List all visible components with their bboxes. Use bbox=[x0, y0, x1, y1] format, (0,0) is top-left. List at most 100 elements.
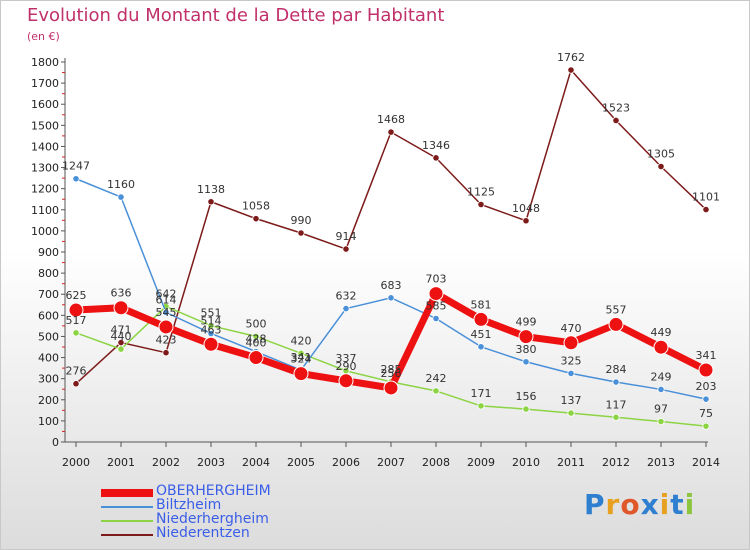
data-point-niederhergheim bbox=[567, 409, 575, 417]
y-tick-label: 1700 bbox=[31, 77, 59, 90]
data-label-biltzheim: 341 bbox=[291, 351, 312, 364]
data-point-niederentzen bbox=[477, 200, 485, 209]
data-label-biltzheim: 380 bbox=[516, 343, 537, 356]
logo-letter: P bbox=[584, 488, 606, 521]
data-label-niederentzen: 1048 bbox=[512, 202, 540, 215]
y-tick-label: 1300 bbox=[31, 162, 59, 175]
y-tick-label: 1600 bbox=[31, 98, 59, 111]
data-labels-layer: 276 471 423 1138 1058 990 914 1468 1346 1125 1048 1… bbox=[62, 51, 720, 420]
data-point-niederhergheim bbox=[612, 413, 620, 421]
data-label-niederhergheim: 517 bbox=[66, 314, 87, 327]
data-point-biltzheim bbox=[72, 175, 80, 183]
x-tick-label: 2009 bbox=[467, 456, 495, 469]
data-point-oberhergheim bbox=[158, 319, 174, 335]
data-point-niederentzen bbox=[387, 128, 395, 136]
data-label-niederentzen: 1523 bbox=[602, 101, 630, 114]
data-label-niederentzen: 1762 bbox=[557, 51, 585, 64]
legend-label-niederhergheim: Niederhergheim bbox=[156, 511, 269, 527]
data-label-niederhergheim: 156 bbox=[516, 390, 537, 403]
data-label-oberhergheim: 449 bbox=[651, 326, 672, 339]
legend-label-biltzheim: Biltzheim bbox=[156, 497, 222, 513]
data-point-niederentzen bbox=[612, 116, 620, 125]
data-label-niederentzen: 990 bbox=[291, 214, 312, 227]
data-label-biltzheim: 683 bbox=[381, 279, 402, 292]
data-label-biltzheim: 203 bbox=[696, 380, 717, 393]
y-tick-label: 100 bbox=[38, 415, 59, 428]
logo-letter: t bbox=[670, 488, 685, 521]
data-point-niederhergheim bbox=[477, 402, 485, 410]
data-point-oberhergheim bbox=[608, 316, 624, 332]
x-tick-label: 2007 bbox=[377, 456, 405, 469]
data-label-oberhergheim: 400 bbox=[246, 337, 267, 350]
data-label-biltzheim: 325 bbox=[561, 354, 582, 367]
x-tick-label: 2001 bbox=[107, 456, 135, 469]
y-tick-label: 1000 bbox=[31, 225, 59, 238]
data-label-oberhergheim: 341 bbox=[696, 349, 717, 362]
legend-item-niederentzen: Niederentzen bbox=[101, 525, 401, 541]
y-tick-label: 1500 bbox=[31, 119, 59, 132]
data-point-oberhergheim bbox=[338, 373, 354, 389]
logo-letter: x bbox=[640, 488, 660, 521]
data-point-niederhergheim bbox=[702, 422, 710, 430]
y-tick-label: 800 bbox=[38, 267, 59, 280]
data-label-niederhergheim: 137 bbox=[561, 394, 582, 407]
logo-letter: i bbox=[659, 488, 671, 521]
data-point-niederhergheim bbox=[207, 322, 215, 330]
data-label-niederhergheim: 285 bbox=[381, 363, 402, 376]
data-point-niederhergheim bbox=[297, 349, 305, 357]
legend-swatch-niederentzen bbox=[101, 534, 153, 536]
logo-letter: o bbox=[620, 488, 641, 521]
data-point-oberhergheim bbox=[248, 350, 264, 366]
legend-item-biltzheim: Biltzheim bbox=[101, 497, 401, 513]
data-label-biltzheim: 428 bbox=[246, 333, 267, 346]
data-point-niederentzen bbox=[342, 245, 350, 253]
data-point-niederentzen bbox=[162, 349, 170, 357]
data-label-oberhergheim: 625 bbox=[66, 289, 87, 302]
data-point-oberhergheim bbox=[473, 311, 489, 327]
data-label-niederhergheim: 117 bbox=[606, 398, 627, 411]
x-tick-label: 2013 bbox=[647, 456, 675, 469]
data-label-oberhergheim: 470 bbox=[561, 322, 582, 335]
x-tick-label: 2002 bbox=[152, 456, 180, 469]
series-oberhergheim bbox=[68, 286, 714, 396]
data-point-biltzheim bbox=[432, 314, 440, 323]
data-point-biltzheim bbox=[342, 304, 350, 313]
proxiti-logo: Proxiti bbox=[584, 488, 695, 521]
data-label-oberhergheim: 499 bbox=[516, 316, 537, 329]
data-point-biltzheim bbox=[387, 294, 395, 302]
x-tick-label: 2003 bbox=[197, 456, 225, 469]
data-label-niederentzen: 1058 bbox=[242, 200, 270, 213]
data-point-niederhergheim bbox=[252, 332, 260, 341]
y-tick-label: 1200 bbox=[31, 183, 59, 196]
x-tick-label: 2000 bbox=[62, 456, 90, 469]
data-label-oberhergheim: 581 bbox=[471, 298, 492, 311]
data-label-niederhergheim: 337 bbox=[336, 352, 357, 365]
data-point-niederentzen bbox=[252, 215, 260, 223]
data-point-oberhergheim bbox=[203, 336, 219, 352]
data-label-biltzheim: 585 bbox=[426, 300, 447, 313]
data-point-niederhergheim bbox=[522, 405, 530, 413]
series-layer bbox=[68, 66, 714, 430]
data-point-niederentzen bbox=[702, 205, 710, 214]
data-label-niederhergheim: 242 bbox=[426, 372, 447, 385]
data-label-niederentzen: 914 bbox=[336, 230, 357, 243]
data-point-niederentzen bbox=[207, 198, 215, 206]
data-point-oberhergheim bbox=[518, 329, 534, 345]
x-tick-label: 2014 bbox=[692, 456, 720, 469]
chart-title: Evolution du Montant de la Dette par Hab… bbox=[27, 5, 445, 26]
data-label-oberhergheim: 636 bbox=[111, 287, 132, 300]
logo-letter: i bbox=[684, 488, 696, 521]
y-tick-label: 300 bbox=[38, 373, 59, 386]
data-label-niederhergheim: 551 bbox=[201, 307, 222, 320]
data-point-niederhergheim bbox=[657, 417, 665, 426]
data-label-biltzheim: 1160 bbox=[107, 178, 135, 191]
data-label-niederhergheim: 440 bbox=[111, 330, 132, 343]
data-point-oberhergheim bbox=[383, 380, 399, 396]
data-label-niederentzen: 1305 bbox=[647, 148, 675, 161]
x-tick-label: 2012 bbox=[602, 456, 630, 469]
data-label-niederhergheim: 642 bbox=[156, 287, 177, 300]
data-label-niederentzen: 471 bbox=[111, 324, 132, 337]
y-tick-label: 700 bbox=[38, 288, 59, 301]
